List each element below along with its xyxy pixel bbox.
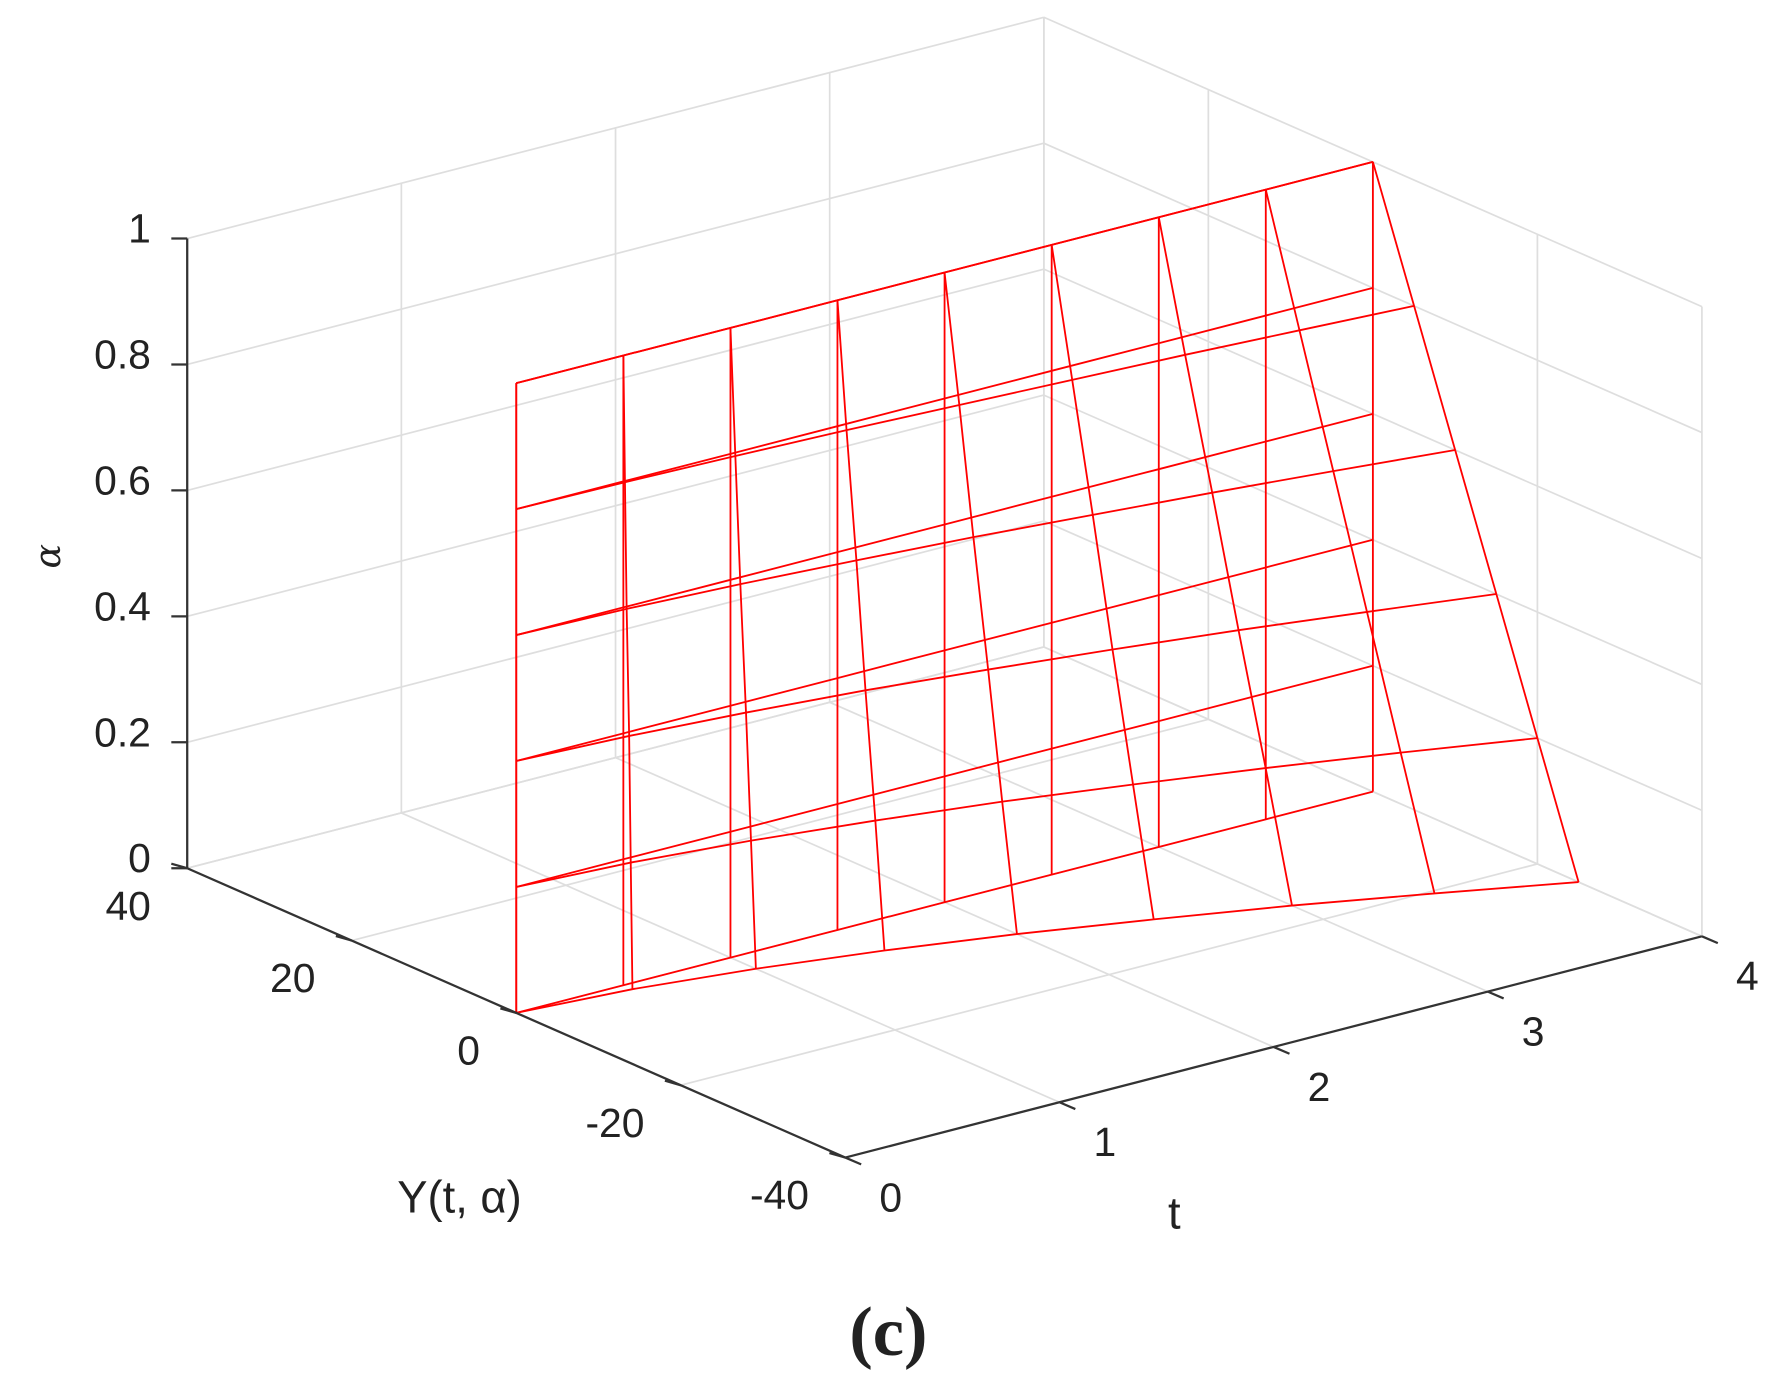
mesh-line <box>836 300 886 951</box>
mesh-line <box>1264 189 1436 894</box>
z-axis-label: α <box>26 544 69 569</box>
mesh-line <box>1157 217 1293 906</box>
x-tick-label: 0 <box>879 1174 902 1220</box>
y-tick-label: -20 <box>585 1100 644 1146</box>
grid-line <box>186 394 1045 618</box>
tick-mark <box>500 1007 517 1014</box>
x-axis-label: t <box>1168 1188 1181 1239</box>
tick-mark <box>844 1156 862 1166</box>
grid-line <box>186 16 1045 240</box>
z-tick-label: 1 <box>128 205 151 251</box>
z-tick-label: 0 <box>128 835 151 881</box>
tick-mark <box>171 862 188 870</box>
x-tick-label: 1 <box>1093 1119 1116 1165</box>
mesh-line <box>516 449 1456 636</box>
y-tick-label: 40 <box>105 883 150 929</box>
y-tick-label: -40 <box>750 1172 809 1218</box>
tick-mark <box>1273 1045 1290 1055</box>
z-tick-label: 0.8 <box>94 331 151 377</box>
caption: (c) <box>849 1293 927 1371</box>
tick-mark <box>829 1151 846 1159</box>
tick-mark <box>1701 935 1719 945</box>
tick-mark <box>1487 990 1505 1000</box>
tick-mark <box>1059 1101 1076 1111</box>
x-tick-label: 3 <box>1522 1009 1545 1055</box>
grid-line <box>186 520 1045 744</box>
grid-line <box>351 718 1209 942</box>
x-tick-label: 2 <box>1308 1064 1331 1110</box>
mesh-line <box>622 355 634 990</box>
y-tick-label: 0 <box>457 1028 480 1074</box>
grid-line <box>680 863 1538 1087</box>
z-tick-label: 0.4 <box>94 583 151 629</box>
mesh-line <box>516 305 1415 511</box>
mesh-line <box>1372 161 1580 883</box>
mesh-line <box>729 327 757 969</box>
mesh-line <box>516 737 1538 888</box>
tick-mark <box>335 934 353 942</box>
mesh-line <box>516 161 1374 385</box>
y-tick-label: 20 <box>270 955 315 1001</box>
x-tick-label: 4 <box>1736 953 1759 999</box>
z-tick-label: 0.2 <box>94 709 151 755</box>
mesh-line <box>1050 244 1155 920</box>
y-axis-label: Y(t, α) <box>397 1172 522 1223</box>
tick-mark <box>664 1079 682 1087</box>
grid-line <box>186 268 1045 492</box>
grid-line <box>186 142 1045 366</box>
mesh <box>515 161 1580 1014</box>
mesh-line <box>943 272 1018 935</box>
z-tick-label: 0.6 <box>94 457 151 503</box>
